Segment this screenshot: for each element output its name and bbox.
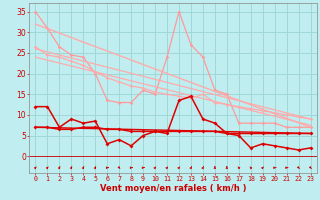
X-axis label: Vent moyen/en rafales ( km/h ): Vent moyen/en rafales ( km/h ) (100, 184, 246, 193)
